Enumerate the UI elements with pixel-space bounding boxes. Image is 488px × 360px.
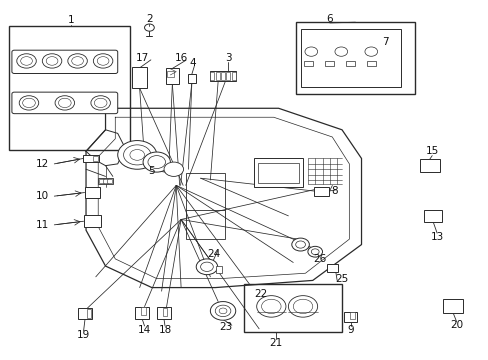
Circle shape [196,259,217,275]
Text: 2: 2 [146,14,152,24]
Text: 8: 8 [331,186,337,196]
FancyBboxPatch shape [12,92,118,114]
Text: 9: 9 [347,325,353,335]
Bar [86,309,91,318]
Text: 21: 21 [269,338,282,348]
Text: 5: 5 [148,166,155,176]
Text: 6: 6 [326,14,332,24]
Bar [83,154,99,162]
Text: 19: 19 [77,330,90,340]
Circle shape [291,238,309,251]
Bar [345,61,354,66]
Bar [162,308,167,316]
Text: 24: 24 [207,248,220,258]
Text: 4: 4 [189,58,196,68]
Bar [423,210,442,222]
Text: 14: 14 [138,325,151,335]
Text: 15: 15 [425,146,438,156]
Bar [325,61,333,66]
Bar [9,26,130,149]
Bar [366,61,375,66]
Text: 10: 10 [36,191,49,201]
Circle shape [210,302,235,320]
Bar [99,179,104,183]
Text: 13: 13 [429,232,443,242]
Bar [98,178,113,184]
Text: 20: 20 [449,320,462,330]
Text: 23: 23 [219,322,232,332]
Bar [166,71,173,77]
Bar [254,158,303,187]
Text: 16: 16 [174,53,187,63]
Bar [226,72,230,80]
Bar [84,187,100,198]
Text: 18: 18 [158,325,171,335]
Bar [257,163,299,183]
Circle shape [307,246,322,257]
Bar [210,72,214,80]
Bar [244,284,341,332]
Bar [295,22,414,94]
Bar [231,72,235,80]
Bar [107,179,112,183]
Circle shape [143,152,170,172]
Text: 1: 1 [68,15,75,26]
Text: 3: 3 [225,53,232,63]
Bar [300,30,400,87]
Bar [132,67,147,88]
Bar [165,68,178,84]
Bar [157,307,170,319]
Bar [135,307,149,319]
Bar [221,72,224,80]
Bar [93,156,98,161]
FancyBboxPatch shape [12,50,118,73]
Bar [185,211,224,239]
Bar [187,74,195,83]
Text: 17: 17 [135,53,148,63]
Bar [304,61,312,66]
Text: 12: 12 [36,159,49,169]
Bar [216,266,222,273]
Text: 7: 7 [382,37,388,47]
Text: 26: 26 [313,254,326,264]
Bar [326,264,337,272]
Bar [185,173,224,220]
Bar [215,72,219,80]
Bar [344,312,356,322]
Bar [141,307,145,315]
Text: 11: 11 [36,220,49,230]
Bar [442,300,463,313]
Circle shape [163,162,183,176]
Text: 22: 22 [254,289,267,299]
Bar [103,179,108,183]
Bar [314,187,328,196]
Bar [349,312,354,319]
Circle shape [118,140,157,169]
Bar [209,71,236,81]
Bar [419,159,439,172]
Text: 25: 25 [335,274,348,284]
Bar [83,215,101,227]
Bar [78,308,92,319]
